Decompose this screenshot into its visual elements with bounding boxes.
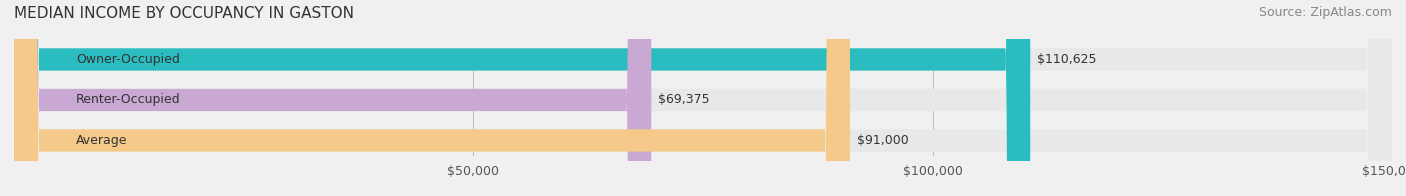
Text: Source: ZipAtlas.com: Source: ZipAtlas.com: [1258, 6, 1392, 19]
Text: $110,625: $110,625: [1038, 53, 1097, 66]
Text: Average: Average: [76, 134, 128, 147]
FancyBboxPatch shape: [14, 0, 1031, 196]
Text: MEDIAN INCOME BY OCCUPANCY IN GASTON: MEDIAN INCOME BY OCCUPANCY IN GASTON: [14, 6, 354, 21]
FancyBboxPatch shape: [14, 0, 851, 196]
Text: Owner-Occupied: Owner-Occupied: [76, 53, 180, 66]
FancyBboxPatch shape: [14, 0, 1392, 196]
Text: $91,000: $91,000: [856, 134, 908, 147]
FancyBboxPatch shape: [14, 0, 651, 196]
FancyBboxPatch shape: [14, 0, 1392, 196]
Text: Renter-Occupied: Renter-Occupied: [76, 93, 181, 106]
Text: $69,375: $69,375: [658, 93, 710, 106]
FancyBboxPatch shape: [14, 0, 1392, 196]
